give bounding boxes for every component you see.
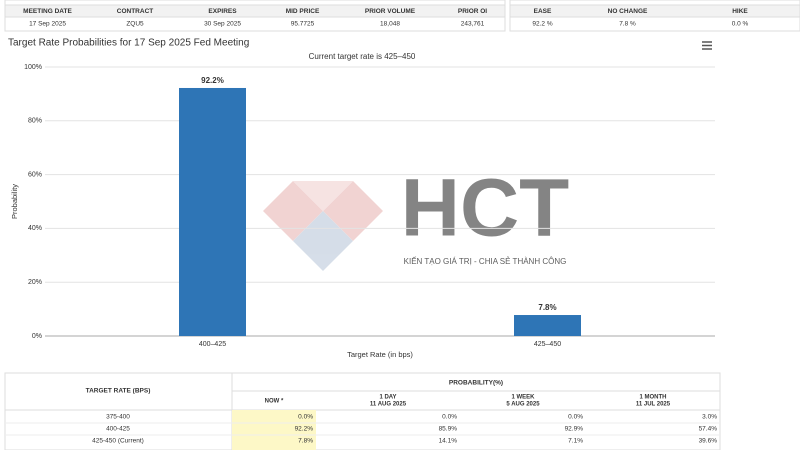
y-tick-label: 100%: [24, 64, 42, 71]
probability-cell: 7.1%: [568, 438, 583, 445]
column-header: NOW *: [265, 399, 284, 405]
probability-cell: 0.0%: [568, 414, 583, 421]
column-header: 1 DAY: [379, 395, 396, 401]
table-header: PRIOR VOLUME: [365, 8, 416, 15]
probability-cell: 92.2%: [295, 426, 314, 433]
table-cell: 92.2 %: [532, 21, 552, 28]
probability-cell: 14.1%: [439, 438, 458, 445]
probability-cell: 39.6%: [699, 438, 718, 445]
table-header: MEETING DATE: [23, 8, 72, 15]
table-header-bg: [4, 4, 506, 18]
x-axis-label: Target Rate (in bps): [347, 350, 413, 359]
table-cell: ZQU5: [126, 21, 144, 28]
probability-cell: 7.8%: [298, 438, 313, 445]
watermark-brand: HCT: [401, 163, 570, 254]
probability-cell: 0.0%: [442, 414, 457, 421]
rate-cell: 375-400: [106, 414, 130, 421]
table-frame: [4, 372, 721, 450]
table-header: NO CHANGE: [608, 8, 648, 15]
table-header: TARGET RATE (BPS): [86, 388, 151, 395]
column-date: 11 JUL 2025: [636, 402, 671, 408]
table-header: EASE: [534, 8, 552, 15]
y-tick-label: 60%: [28, 171, 42, 178]
bar: [514, 315, 581, 336]
watermark-slogan: KIẾN TẠO GIÁ TRỊ - CHIA SẺ THÀNH CÔNG: [404, 256, 567, 266]
watermark-logo: [263, 181, 383, 271]
table-cell: 17 Sep 2025: [29, 21, 66, 28]
rate-cell: 425-450 (Current): [92, 438, 144, 445]
probability-cell: 57.4%: [699, 426, 718, 433]
x-tick-label: 425–450: [534, 341, 561, 348]
data-label: 7.8%: [538, 303, 556, 312]
table-cell: 30 Sep 2025: [204, 21, 241, 28]
probability-cell: 92.9%: [565, 426, 584, 433]
column-header: 1 WEEK: [511, 395, 535, 401]
table-header-bg: [509, 4, 800, 18]
probability-cell: 85.9%: [439, 426, 458, 433]
menu-icon[interactable]: [702, 41, 712, 50]
table-header: PROBABILITY(%): [449, 380, 503, 387]
column-date: 11 AUG 2025: [370, 402, 407, 408]
table-header: MID PRICE: [286, 8, 320, 15]
probability-cell: 3.0%: [702, 414, 717, 421]
rate-cell: 400-425: [106, 426, 130, 433]
table-header: HIKE: [732, 8, 748, 15]
table-cell: 95.7725: [291, 21, 315, 28]
y-tick-label: 40%: [28, 225, 42, 232]
chart-subtitle: Current target rate is 425–450: [309, 52, 416, 61]
column-date: 5 AUG 2025: [506, 402, 540, 408]
y-tick-label: 80%: [28, 118, 42, 125]
x-tick-label: 400–425: [199, 341, 226, 348]
y-tick-label: 0%: [32, 333, 42, 340]
table-header: PRIOR OI: [458, 8, 487, 15]
data-label: 92.2%: [201, 76, 224, 85]
y-axis-label: Probability: [10, 184, 19, 219]
column-header: 1 MONTH: [640, 395, 667, 401]
now-highlight: [232, 410, 316, 450]
table-header: CONTRACT: [117, 8, 153, 15]
table-cell: 7.8 %: [619, 21, 636, 28]
chart-title: Target Rate Probabilities for 17 Sep 202…: [8, 38, 249, 49]
table-cell: 18,048: [380, 21, 400, 28]
table-header: EXPIRES: [208, 8, 237, 15]
table-cell: 0.0 %: [732, 21, 749, 28]
table-cell: 243,761: [461, 21, 485, 28]
bar: [179, 87, 246, 337]
probability-cell: 0.0%: [298, 414, 313, 421]
y-tick-label: 20%: [28, 279, 42, 286]
